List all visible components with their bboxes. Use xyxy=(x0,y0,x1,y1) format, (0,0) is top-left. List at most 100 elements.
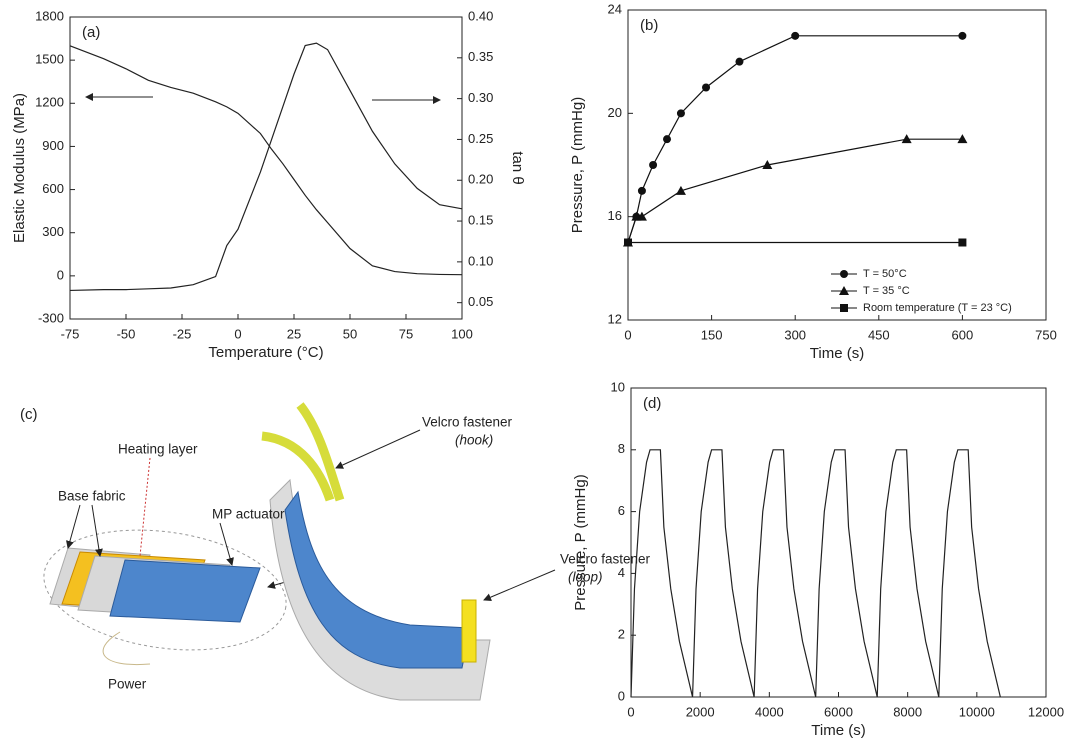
y2-axis-label: tan θ xyxy=(509,151,526,184)
x-tick-label: 6000 xyxy=(824,704,853,719)
legend-label: T = 35 °C xyxy=(863,285,910,297)
y-tick-label: 0 xyxy=(57,267,64,282)
y2-tick-label: 0.35 xyxy=(468,49,493,64)
x-tick-label: 150 xyxy=(701,327,723,342)
y-tick-label: 900 xyxy=(42,138,64,153)
point xyxy=(637,186,646,195)
series-line xyxy=(627,35,963,243)
y-axis-label: Pressure, P (mmHg) xyxy=(572,474,589,610)
label: (hook) xyxy=(455,433,493,448)
y-tick-label: 12 xyxy=(608,311,622,326)
series-line xyxy=(630,449,1001,698)
y-tick-label: 2 xyxy=(618,627,625,642)
pointer xyxy=(139,457,151,557)
x-tick-label: 300 xyxy=(784,327,806,342)
x-tick-label: 12000 xyxy=(1028,704,1064,719)
mp-actuator xyxy=(109,559,261,623)
plot-frame xyxy=(627,9,1047,321)
y-tick-label: 4 xyxy=(618,565,625,580)
x-tick-label: 100 xyxy=(451,326,473,341)
point xyxy=(676,109,685,118)
x-tick-label: 10000 xyxy=(959,704,995,719)
x-axis-label: Time (s) xyxy=(810,345,864,362)
y2-tick-label: 0.30 xyxy=(468,90,493,105)
x-axis-label: Temperature (°C) xyxy=(208,344,323,361)
point xyxy=(762,160,773,169)
series-line xyxy=(627,138,963,243)
x-tick-label: 0 xyxy=(627,704,634,719)
legend-label: T = 50°C xyxy=(863,268,907,280)
y-tick-label: 24 xyxy=(608,1,622,16)
y-tick-label: 300 xyxy=(42,224,64,239)
y2-tick-label: 0.10 xyxy=(468,253,493,268)
y-axis-label: Pressure, P (mmHg) xyxy=(569,97,586,233)
wrap-actuator xyxy=(284,490,471,669)
hook-fastener xyxy=(261,431,335,502)
point xyxy=(958,31,967,40)
x-tick-label: 0 xyxy=(234,326,241,341)
panel-label: (b) xyxy=(640,17,658,34)
x-tick-label: -75 xyxy=(61,326,80,341)
legend-marker xyxy=(839,286,849,295)
y-tick-label: 6 xyxy=(618,503,625,518)
panel-label: (a) xyxy=(82,24,100,41)
hook-fastener xyxy=(296,402,345,502)
x-axis-label: Time (s) xyxy=(811,722,865,738)
arrows xyxy=(85,93,441,104)
y2-tick-label: 0.05 xyxy=(468,294,493,309)
x-tick-label: 4000 xyxy=(755,704,784,719)
point xyxy=(649,161,658,169)
arrow xyxy=(66,504,81,549)
x-tick-label: 2000 xyxy=(686,704,715,719)
dashed-outline xyxy=(43,529,287,651)
plot-frame xyxy=(630,387,1047,698)
y2-tick-label: 0.20 xyxy=(468,172,493,187)
label: Power xyxy=(108,677,147,692)
y-tick-label: 16 xyxy=(608,208,622,223)
y-tick-label: 8 xyxy=(618,441,625,456)
label: MP actuator xyxy=(212,507,285,522)
label: Heating layer xyxy=(118,442,198,457)
panel-label: (d) xyxy=(643,395,661,412)
y-tick-label: 0 xyxy=(618,688,625,703)
legend-marker xyxy=(840,270,848,278)
y-tick-label: -300 xyxy=(38,310,64,325)
y-axis-label: Elastic Modulus (MPa) xyxy=(11,93,28,243)
point xyxy=(958,238,967,247)
y-tick-label: 600 xyxy=(42,181,64,196)
x-tick-label: 8000 xyxy=(893,704,922,719)
x-tick-label: -50 xyxy=(117,326,136,341)
series-line xyxy=(69,42,463,292)
y-tick-label: 1200 xyxy=(35,95,64,110)
panel-label: (c) xyxy=(20,406,38,423)
point xyxy=(675,185,686,195)
y2-tick-label: 0.25 xyxy=(468,131,493,146)
point xyxy=(791,31,800,40)
point xyxy=(735,57,744,66)
y-tick-label: 10 xyxy=(611,379,625,394)
arrow xyxy=(219,522,234,566)
point xyxy=(624,238,632,247)
label: Base fabric xyxy=(58,489,126,504)
x-tick-label: 750 xyxy=(1035,327,1057,342)
x-tick-label: 450 xyxy=(868,327,890,342)
point xyxy=(702,83,711,92)
point xyxy=(957,134,968,144)
x-tick-label: -25 xyxy=(173,326,192,341)
power-wire xyxy=(102,631,151,666)
series-line xyxy=(69,45,463,276)
arrow xyxy=(483,569,556,601)
x-tick-label: 25 xyxy=(287,326,301,341)
y2-tick-label: 0.40 xyxy=(468,8,493,23)
label: (loop) xyxy=(568,570,603,585)
plot-frame xyxy=(69,16,463,320)
point xyxy=(901,134,912,144)
label: Velcro fastener xyxy=(422,415,513,430)
y-tick-label: 1800 xyxy=(35,8,64,23)
point xyxy=(636,211,647,221)
x-tick-label: 600 xyxy=(952,327,974,342)
y-tick-label: 1500 xyxy=(35,52,64,67)
y-tick-label: 20 xyxy=(608,105,622,120)
loop-fastener xyxy=(461,599,477,663)
arrow xyxy=(335,429,421,469)
